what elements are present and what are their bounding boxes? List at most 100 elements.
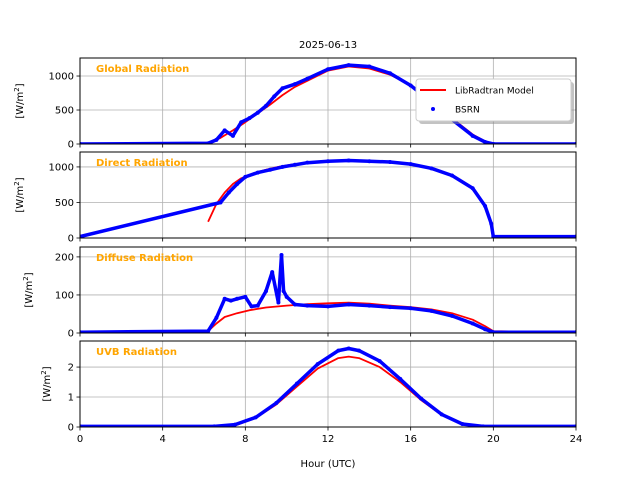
bsrn-point: [305, 76, 310, 81]
bsrn-point: [408, 83, 413, 88]
bsrn-point: [249, 304, 254, 309]
bsrn-series: [80, 253, 576, 333]
ylabel-bracket: ]: [24, 272, 35, 276]
bsrn-point: [346, 302, 351, 307]
panel-label: Global Radiation: [96, 64, 189, 75]
bsrn-point: [367, 64, 372, 69]
x-tick-label: 20: [487, 434, 500, 445]
bsrn-point: [239, 120, 244, 125]
bsrn-point: [274, 401, 279, 406]
y-tick-label: 1: [68, 393, 74, 404]
bsrn-point: [491, 330, 496, 333]
bsrn-point: [481, 424, 485, 427]
ylabel-text: [W/m: [24, 281, 35, 308]
bsrn-point: [408, 306, 413, 311]
bsrn-point: [367, 159, 372, 164]
ylabel-bracket: ]: [15, 177, 26, 181]
chart-title: 2025-06-13: [299, 40, 357, 51]
y-tick-label: 1000: [49, 162, 74, 173]
bsrn-point: [470, 321, 475, 326]
bsrn-point: [281, 289, 286, 294]
x-axis-title: Hour (UTC): [301, 459, 356, 470]
y-tick-label: 0: [68, 329, 74, 340]
ylabel-text: [W/m: [15, 186, 26, 213]
bsrn-point: [284, 294, 289, 299]
bsrn-point: [214, 315, 219, 320]
bsrn-point: [280, 86, 285, 91]
bsrn-point: [336, 348, 341, 353]
ylabel-bracket: ]: [15, 83, 26, 87]
bsrn-point: [483, 139, 488, 144]
bsrn-point: [346, 158, 351, 163]
bsrn-point: [226, 190, 231, 195]
bsrn-point: [264, 103, 268, 108]
bsrn-point: [388, 305, 392, 310]
bsrn-point: [346, 63, 351, 68]
ylabel-superscript: 2: [22, 276, 30, 280]
bsrn-point: [292, 82, 297, 87]
panel-label: UVB Radiation: [96, 347, 177, 358]
bsrn-point: [429, 308, 434, 313]
bsrn-point: [491, 234, 496, 238]
bsrn-point: [326, 67, 330, 72]
legend-dot-swatch: [431, 107, 435, 111]
y-axis-title: [W/m2]: [22, 272, 35, 307]
bsrn-point: [470, 133, 475, 138]
y-tick-label: 1000: [49, 72, 74, 83]
y-tick-label: 2: [68, 363, 74, 374]
bsrn-point: [450, 313, 454, 318]
bsrn-point: [292, 162, 297, 167]
legend-box: [415, 78, 572, 122]
bsrn-point: [460, 422, 465, 427]
legend-entry-label: LibRadtran Model: [455, 87, 534, 97]
y-tick-label: 500: [55, 106, 74, 117]
bsrn-point: [439, 412, 444, 417]
ylabel-text: [W/m: [15, 92, 26, 119]
bsrn-point: [305, 160, 310, 165]
bsrn-point: [243, 174, 248, 179]
y-tick-label: 200: [55, 252, 74, 263]
x-tick-label: 12: [322, 434, 335, 445]
bsrn-point: [450, 173, 454, 178]
y-axis-title: [W/m2]: [40, 366, 53, 401]
axes-frame: [79, 340, 577, 428]
bsrn-point: [315, 362, 320, 367]
y-tick-label: 0: [68, 423, 74, 434]
bsrn-point: [326, 159, 330, 164]
bsrn-point: [388, 71, 392, 76]
bsrn-point: [255, 170, 260, 175]
panel-1: 0 500 1000 Direct Radiation [W/m2]: [13, 151, 577, 245]
axes-frame: [79, 151, 577, 239]
bsrn-point: [247, 116, 252, 121]
bsrn-point: [276, 300, 281, 305]
bsrn-point: [326, 304, 330, 309]
bsrn-point: [367, 303, 372, 308]
bsrn-point: [279, 252, 284, 257]
legend-entry-label: BSRN: [455, 106, 480, 116]
axes-frame: [79, 57, 577, 145]
bsrn-point: [388, 159, 392, 164]
bsrn-point: [222, 128, 227, 133]
ylabel-superscript: 2: [40, 370, 48, 374]
bsrn-point: [264, 289, 268, 294]
bsrn-point: [270, 270, 275, 275]
x-tick-label: 16: [404, 434, 417, 445]
y-tick-label: 0: [68, 140, 74, 151]
bsrn-point: [429, 166, 434, 171]
bsrn-point: [483, 327, 488, 332]
bsrn-point: [228, 298, 233, 303]
legend: LibRadtran Model BSRN: [415, 78, 574, 124]
bsrn-point: [268, 167, 273, 172]
bsrn-point: [218, 200, 223, 205]
y-tick-label: 100: [55, 290, 74, 301]
bsrn-series: [80, 158, 576, 238]
panel-label: Diffuse Radiation: [96, 253, 193, 264]
bsrn-point: [398, 377, 403, 382]
bsrn-point: [222, 296, 227, 301]
bsrn-point: [346, 346, 351, 351]
bsrn-point: [214, 137, 219, 142]
ylabel-text: [W/m: [42, 375, 53, 402]
bsrn-point: [377, 359, 382, 364]
